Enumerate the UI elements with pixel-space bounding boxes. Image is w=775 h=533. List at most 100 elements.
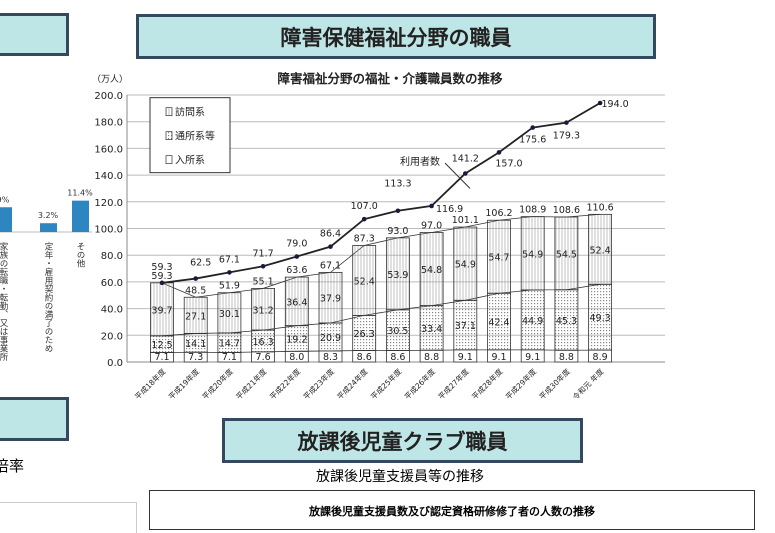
bar-segment-訪問系 [251,288,276,331]
bar-value-label: 9.1 [491,352,506,363]
users-point [530,125,535,130]
bar-value-label: 26.3 [354,329,375,340]
y-tick-label: 180.0 [94,118,123,129]
users-point [597,100,603,106]
left-header-box [0,13,69,56]
users-value-label: 116.9 [436,204,463,215]
users-point [496,150,502,155]
bar-value-label: 20.9 [320,333,341,344]
bar-total-label: 108.6 [553,205,580,216]
bar-value-label: 19.2 [286,335,307,346]
bar-value-label: 42.4 [488,318,509,329]
users-value-label: 175.6 [519,135,546,146]
bar-total-label: 93.0 [387,226,408,237]
bar-total-label: 48.5 [185,285,206,296]
bar-value-label: 9.1 [525,352,540,363]
bar-value-label: 54.8 [421,265,442,276]
bar-segment-訪問系 [385,237,410,311]
bar-segment-訪問系 [453,226,478,301]
afterschool-table: 放課後児童支援員数及び認定資格研修修了者の人数の推移 [149,490,755,530]
users-label-pointer [444,162,471,189]
y-axis-unit: （万人） [92,74,128,85]
left-bottom-text: 倍率 [0,457,25,475]
left-bar-label: 11.4% [67,189,93,198]
users-point [395,208,401,214]
legend-label: 入所系 [175,155,205,167]
bar-total-label: 59.3 [151,271,172,282]
x-tick-label: 平成30年度 [537,366,572,401]
y-tick-label: 140.0 [94,171,123,182]
users-value-label: 194.0 [601,99,628,110]
y-tick-label: 40.0 [101,305,123,316]
bar-total-label: 101.1 [452,215,479,226]
x-tick-label: 平成20年度 [200,366,235,401]
y-tick-label: 80.0 [101,251,123,262]
legend-label: 通所系等 [175,130,215,143]
left-category-label: 家族の転職・転勤、又は事業所 [0,241,8,361]
bar-segment-訪問系 [284,276,309,327]
users-value-label: 67.1 [219,254,240,265]
x-tick-label: 平成28年度 [469,366,504,401]
legend-label: 訪問系 [175,106,205,119]
y-tick-label: 200.0 [94,91,123,102]
bar-segment-訪問系 [318,272,343,324]
users-value-label: 59.3 [151,262,172,273]
bar-segment-訪問系 [352,245,377,316]
bar-value-label: 44.9 [522,316,543,327]
section-title-disability: 障害保健福祉分野の職員 [136,14,656,59]
bar-value-label: 37.1 [455,321,476,332]
bar-segment-訪問系 [217,292,242,334]
left-bar-label: 9% [0,195,10,204]
y-tick-label: 60.0 [101,278,123,289]
x-tick-label: 平成24年度 [335,366,370,401]
x-tick-label: 平成23年度 [301,366,336,401]
users-value-label: 71.7 [253,248,274,259]
users-value-label: 86.4 [320,229,341,240]
users-value-label: 113.3 [384,179,411,190]
bar-segment-訪問系 [520,216,545,291]
left-bar [0,207,12,232]
users-value-label: 79.0 [286,239,307,250]
bar-value-label: 8.8 [559,352,574,363]
bar-value-label: 52.4 [354,276,375,287]
bar-value-label: 52.4 [590,245,611,256]
bar-value-label: 8.6 [390,352,405,363]
bar-value-label: 9.1 [458,352,473,363]
x-tick-label: 平成22年度 [267,366,302,401]
bar-value-label: 8.0 [289,352,304,363]
bar-total-label: 108.9 [519,205,546,216]
x-tick-label: 平成29年度 [503,366,538,401]
users-point [294,254,300,259]
bar-total-label: 63.6 [286,265,307,276]
left-category-label: その他 [75,242,85,268]
users-value-label: 107.0 [351,201,378,212]
left-bar [40,223,57,232]
bar-value-label: 7.6 [256,352,271,363]
afterschool-table-title: 放課後児童支援員数及び認定資格研修修了者の人数の推移 [309,505,595,518]
bar-segment-訪問系 [588,213,612,285]
section-title-afterschool: 放課後児童クラブ職員 [222,418,583,463]
bar-value-label: 39.7 [151,305,172,316]
users-value-label: 179.3 [553,131,580,142]
users-point [159,280,165,286]
bar-total-label: 106.2 [485,208,512,219]
y-tick-label: 20.0 [101,331,123,342]
bar-value-label: 8.8 [424,352,439,363]
y-tick-label: 120.0 [94,198,123,209]
users-point [361,216,367,222]
bar-total-label: 87.3 [354,233,375,244]
bar-value-label: 12.5 [151,340,172,351]
bar-value-label: 37.9 [320,294,341,305]
left-bar-label: 3.2% [38,211,59,220]
bar-value-label: 8.3 [323,352,338,363]
bar-value-label: 7.1 [154,352,169,363]
x-tick-label: 平成18年度 [132,366,167,401]
bar-value-label: 33.4 [421,324,442,335]
legend-swatch [165,131,173,141]
y-tick-label: 100.0 [94,225,123,236]
users-point [260,263,266,269]
users-value-label: 157.0 [495,158,522,169]
left-table-border [0,502,137,533]
users-point [328,244,333,249]
